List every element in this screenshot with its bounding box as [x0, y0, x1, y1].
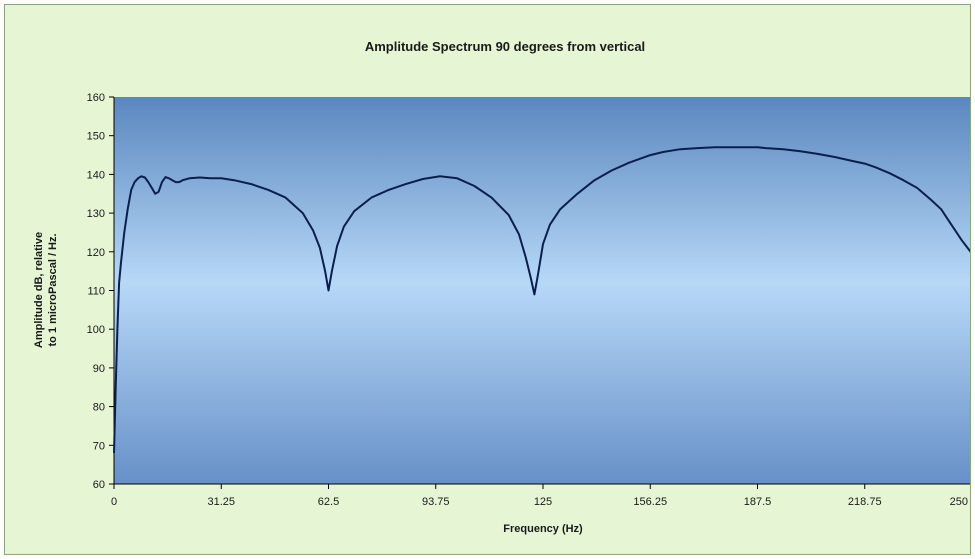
chart-frame: Amplitude Spectrum 90 degrees from verti…: [4, 4, 971, 555]
x-tick-label: 62.5: [318, 496, 339, 508]
y-tick-label: 100: [87, 324, 105, 336]
y-tick-label: 130: [87, 208, 105, 220]
x-tick-label: 0: [111, 496, 117, 508]
y-tick-label: 150: [87, 131, 105, 143]
y-axis-title: Amplitude dB, relative to 1 microPascal …: [33, 232, 59, 348]
y-tick-label: 80: [93, 402, 105, 414]
y-tick-label: 60: [93, 479, 105, 491]
x-axis-title: Frequency (Hz): [503, 523, 583, 535]
x-ticks: 0 31.25 62.5 93.75 125 156.25 187.5 218.75 250: [111, 484, 970, 508]
y-tick-label: 120: [87, 247, 105, 259]
y-tick-label: 70: [93, 440, 105, 452]
y-tick-label: 90: [93, 363, 105, 375]
chart-title: Amplitude Spectrum 90 degrees from verti…: [365, 39, 645, 54]
x-tick-label: 250: [950, 496, 968, 508]
y-tick-label: 110: [87, 286, 105, 298]
x-tick-label: 187.5: [744, 496, 772, 508]
x-tick-label: 218.75: [848, 496, 882, 508]
y-axis-title-line-1: Amplitude dB, relative: [33, 232, 45, 348]
y-axis-title-line-2: to 1 microPascal / Hz.: [47, 233, 59, 346]
x-tick-label: 125: [534, 496, 552, 508]
y-tick-label: 140: [87, 169, 105, 181]
x-tick-label: 93.75: [422, 496, 450, 508]
chart: Amplitude Spectrum 90 degrees from verti…: [5, 5, 970, 554]
x-tick-label: 156.25: [633, 496, 667, 508]
plot-area: [114, 97, 970, 484]
y-tick-label: 160: [87, 92, 105, 104]
x-tick-label: 31.25: [207, 496, 235, 508]
y-ticks: 60 70 80 90 100 110 120 130 140 150 160: [87, 92, 114, 491]
